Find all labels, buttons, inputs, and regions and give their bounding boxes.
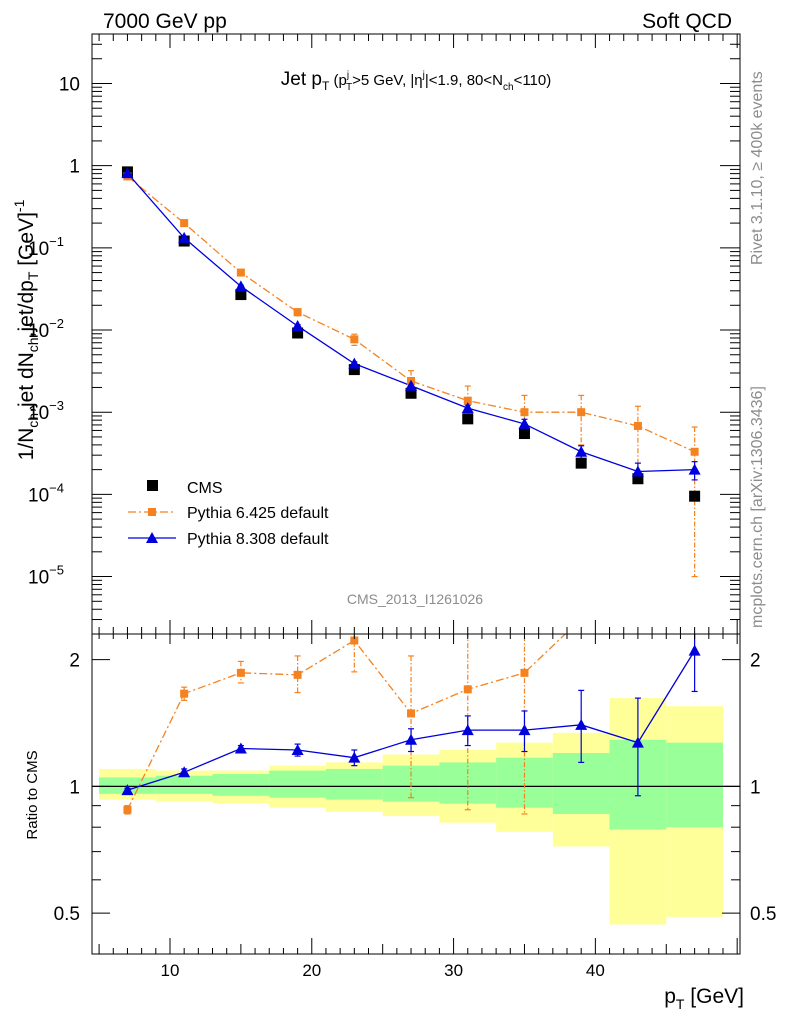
ytick-label-ratio-right-2: 2 [750, 651, 761, 672]
ytick-label-main-5: 1 [69, 157, 80, 178]
main-point-pythia6-10 [690, 447, 699, 456]
legend: CMS Pythia 6.425 default Pythia 8.308 de… [128, 480, 329, 548]
axis-ticks [92, 33, 740, 955]
ratio-point-pythia6-3 [293, 670, 302, 679]
main-point-cms-6 [462, 413, 474, 425]
main-line-pythia8 [126, 172, 695, 473]
ytick-label-main-3: 10−2 [28, 316, 64, 342]
ratio-point-pythia6-7 [520, 668, 529, 677]
ytick-label-main-2: 10−3 [28, 398, 64, 424]
ratio-point-pythia8-8 [575, 718, 588, 730]
legend-marker-pythia6 [148, 508, 156, 516]
ratio-point-pythia8-3 [291, 743, 304, 755]
main-point-pythia8-3 [291, 319, 304, 331]
main-point-pythia8-2 [234, 280, 247, 292]
band-green-4 [325, 768, 383, 800]
main-point-pythia6-7 [520, 408, 529, 417]
y-axis-label-ratio: Ratio to CMS [24, 750, 41, 839]
main-point-pythia8-7 [518, 417, 531, 429]
xtick-label-40: 40 [586, 961, 605, 980]
ratio-point-pythia8-6 [461, 724, 474, 736]
main-point-pythia8-4 [348, 357, 361, 369]
ratio-point-pythia8-7 [518, 724, 531, 736]
ratio-point-pythia8-0 [121, 784, 134, 796]
main-point-cms-5 [405, 387, 417, 399]
x-axis-label: pT [GeV] [664, 985, 744, 1012]
main-point-pythia8-0 [121, 167, 134, 179]
ytick-label-main-1: 10−4 [28, 480, 64, 506]
band-green-2 [212, 773, 270, 796]
main-point-cms-7 [518, 428, 530, 440]
xtick-label-20: 20 [302, 961, 321, 980]
analysis-watermark: CMS_2013_I1261026 [347, 591, 483, 607]
header-right: Soft QCD [642, 10, 732, 33]
legend-label-cms: CMS [187, 480, 223, 497]
main-point-pythia8-10 [688, 463, 701, 475]
ratio-point-pythia8-10 [688, 644, 701, 656]
ratio-point-pythia6-4 [350, 636, 359, 645]
main-point-pythia8-6 [461, 402, 474, 414]
ratio-point-pythia6-2 [236, 668, 245, 677]
plot-title: Jet pT (pj T>5 GeV, |ηj|<1.9, 80<Nch<110) [281, 69, 551, 93]
ytick-label-ratio-left-1: 1 [69, 777, 80, 798]
main-line-pythia6 [127, 175, 695, 453]
main-point-pythia6-8 [577, 408, 586, 417]
legend-marker-cms [147, 480, 158, 491]
mcplots-label: mcplots.cern.ch [arXiv:1306.3436] [749, 386, 766, 628]
band-green-8 [552, 753, 610, 814]
legend-label-pythia6: Pythia 6.425 default [187, 505, 329, 522]
main-point-pythia8-5 [405, 379, 418, 391]
ytick-label-main-0: 10−5 [28, 563, 64, 589]
legend-label-pythia8: Pythia 8.308 default [187, 531, 329, 548]
ytick-label-ratio-right-0: 0.5 [750, 904, 776, 925]
ytick-label-ratio-left-2: 2 [69, 651, 80, 672]
main-point-pythia6-3 [293, 308, 302, 317]
axis-tick-labels: 10 20 30 40 10−5 10−4 10−3 10−2 10−1 1 10 0.5 0.5 1 1 2… [28, 74, 776, 980]
ratio-point-pythia6-6 [463, 685, 472, 694]
xtick-label-30: 30 [444, 961, 463, 980]
rivet-label: Rivet 3.1.10, ≥ 400k events [749, 71, 766, 265]
main-point-pythia6-9 [633, 421, 642, 430]
ytick-label-main-6: 10 [59, 74, 80, 95]
main-point-pythia6-4 [350, 335, 359, 344]
ratio-point-pythia6-5 [407, 709, 416, 718]
main-point-pythia8-1 [178, 231, 191, 243]
ratio-plot-frame [91, 633, 741, 955]
xtick-label-10: 10 [161, 961, 180, 980]
main-point-pythia8-8 [575, 445, 588, 457]
ratio-point-pythia8-5 [405, 733, 418, 745]
main-point-cms-3 [292, 327, 304, 339]
main-point-cms-4 [348, 364, 360, 376]
main-point-cms-8 [575, 457, 587, 469]
main-point-cms-2 [235, 289, 247, 301]
main-point-pythia6-2 [236, 268, 245, 277]
main-point-pythia6-1 [180, 219, 189, 228]
ratio-series-layer [121, 634, 701, 815]
main-point-cms-9 [632, 473, 644, 485]
legend-marker-pythia8 [146, 532, 158, 543]
ytick-label-ratio-right-1: 1 [750, 777, 761, 798]
main-point-pythia6-6 [463, 396, 472, 405]
ratio-point-pythia6-1 [180, 689, 189, 698]
ytick-label-ratio-left-0: 0.5 [54, 904, 80, 925]
ratio-point-pythia8-1 [178, 766, 191, 778]
header-left: 7000 GeV pp [103, 10, 227, 33]
ytick-label-main-4: 10−1 [28, 234, 64, 260]
main-point-cms-10 [689, 490, 701, 502]
main-point-pythia8-9 [631, 465, 644, 477]
main-series-layer [121, 166, 701, 578]
band-green-3 [269, 770, 326, 798]
ratio-point-pythia8-2 [234, 742, 247, 754]
ratio-point-pythia8-9 [631, 736, 644, 748]
ratio-point-pythia8-4 [348, 751, 361, 763]
band-green-10 [666, 742, 723, 828]
ratio-point-pythia6-0 [123, 805, 132, 814]
band-green-1 [155, 775, 213, 794]
